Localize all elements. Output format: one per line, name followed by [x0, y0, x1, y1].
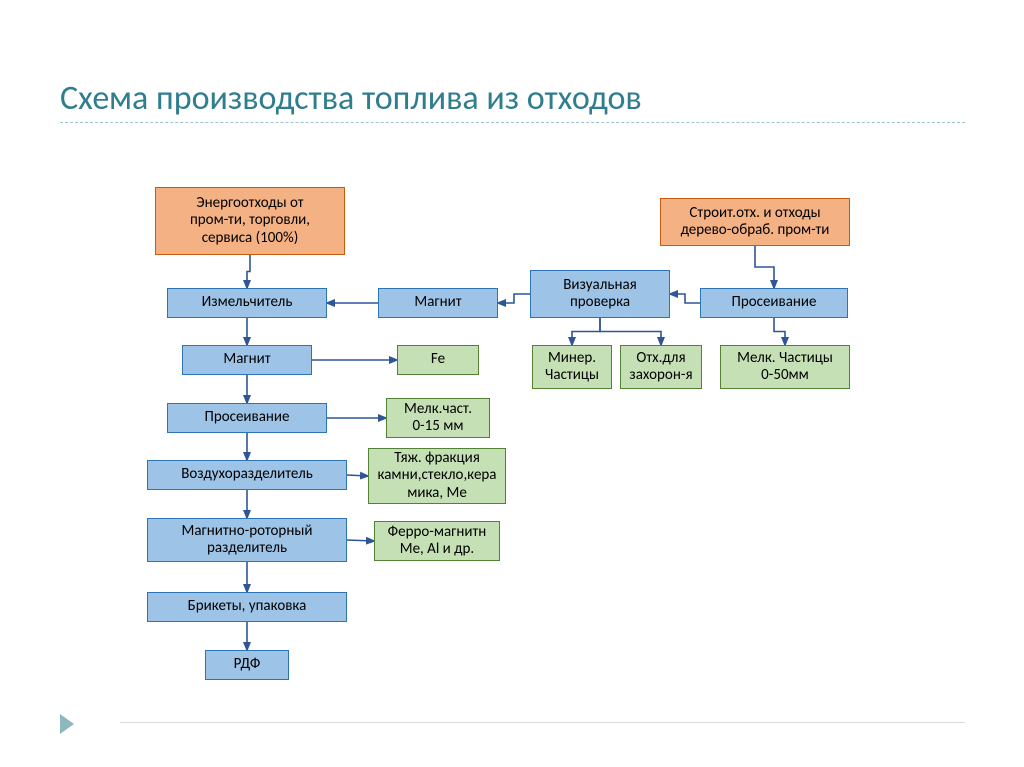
edge-n_rotor-to-n_ferro [347, 540, 374, 541]
flow-node-n_magnit1: Магнит [378, 288, 498, 318]
flow-node-n_prosev2: Просеивание [167, 403, 327, 433]
flow-node-n_rotor: Магнитно-роторныйразделитель [147, 518, 347, 562]
flow-node-n_tyazh: Тяж. фракциякамни,стекло,керамика, Ме [368, 448, 506, 504]
flow-node-n_fe: Fe [397, 345, 479, 375]
flow-node-n_miner: Минер.Частицы [532, 345, 612, 389]
edge-n_stroit-to-n_prosev1 [755, 246, 774, 288]
edge-n_vizual-to-n_miner [572, 318, 600, 345]
flow-node-n_melk15: Мелк.част.0-15 мм [386, 398, 490, 438]
diagram-canvas: { "title": "Схема производства топлива и… [0, 0, 1024, 767]
flow-node-n_ferro: Ферро-магнитнМе, Al и др. [374, 521, 500, 561]
flow-node-n_izmel: Измельчитель [167, 288, 327, 318]
flow-node-n_stroit: Строит.отх. и отходыдерево-обраб. пром-т… [660, 198, 850, 246]
flow-node-n_briket: Брикеты, упаковка [147, 592, 347, 622]
edge-n_vizual-to-n_magnit1 [498, 294, 530, 303]
flow-node-n_zahoron: Отх.длязахорон-я [620, 345, 702, 389]
flow-node-n_magnit2: Магнит [182, 345, 312, 375]
footer-divider [120, 722, 965, 723]
edge-n_prosev1-to-n_melk50 [774, 318, 785, 345]
edge-n_vizual-to-n_zahoron [600, 318, 661, 345]
edge-n_vozduh-to-n_tyazh [347, 475, 368, 476]
flow-node-n_vozduh: Воздухоразделитель [147, 460, 347, 490]
flow-node-n_prosev1: Просеивание [700, 288, 848, 318]
page-title: Схема производства топлива из отходов [60, 78, 642, 119]
flow-node-n_vizual: Визуальнаяпроверка [530, 270, 670, 318]
footer-marker-icon [60, 714, 74, 734]
edge-n_energo-to-n_izmel [247, 255, 250, 288]
flow-node-n_rdf: РДФ [205, 650, 289, 680]
flow-node-n_melk50: Мелк. Частицы0-50мм [720, 345, 850, 389]
flow-node-n_energo: Энергоотходы отпром-ти, торговли,сервиса… [155, 187, 345, 255]
edge-n_prosev1-to-n_vizual [670, 294, 700, 303]
title-divider [60, 122, 965, 123]
